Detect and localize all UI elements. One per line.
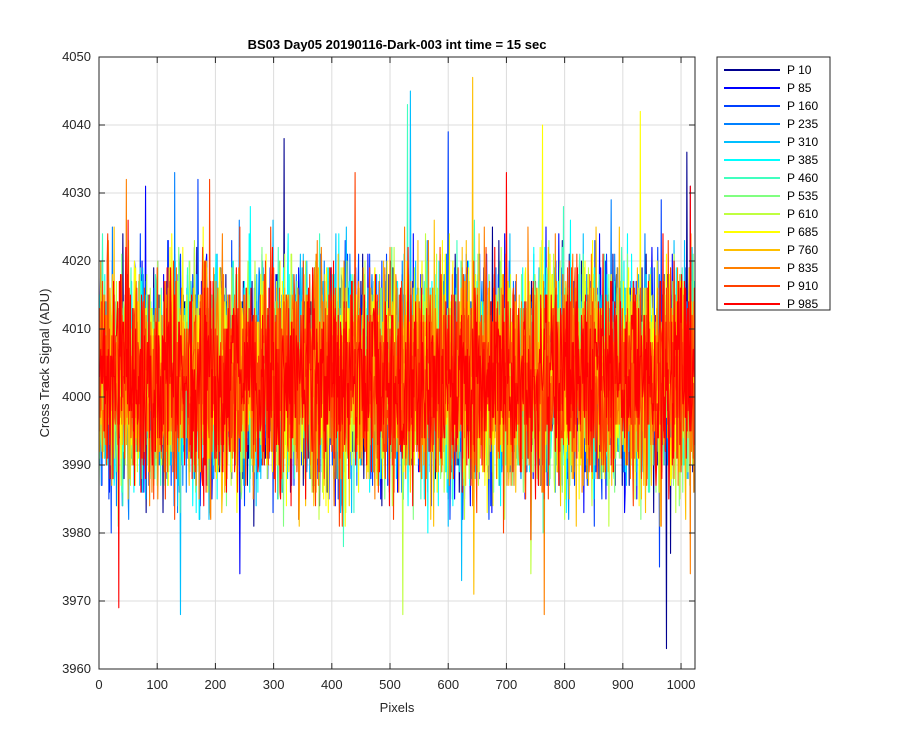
legend-label: P 160 xyxy=(787,99,818,113)
tick-labels: 0 100 200 300 400 500 600 700 800 900 1000 3960 3970… xyxy=(62,49,695,692)
legend-label: P 535 xyxy=(787,189,818,203)
legend-label: P 235 xyxy=(787,117,818,131)
legend-label: P 985 xyxy=(787,297,818,311)
x-axis-label: Pixels xyxy=(380,700,415,715)
chart-title: BS03 Day05 20190116-Dark-003 int time = … xyxy=(248,37,547,52)
axis-ticks xyxy=(98,56,695,670)
legend-label: P 310 xyxy=(787,135,818,149)
x-tick-label: 400 xyxy=(321,677,343,692)
x-tick-label: 100 xyxy=(146,677,168,692)
x-tick-label: 700 xyxy=(496,677,518,692)
series-line-p-985 xyxy=(99,172,695,609)
y-tick-label: 4030 xyxy=(62,185,91,200)
x-tick-label: 800 xyxy=(554,677,576,692)
y-tick-label: 3990 xyxy=(62,457,91,472)
legend-label: P 835 xyxy=(787,261,818,275)
plot-frame xyxy=(98,56,696,670)
series-line-p-910 xyxy=(99,172,695,541)
y-tick-label: 4040 xyxy=(62,117,91,132)
legend-label: P 760 xyxy=(787,243,818,257)
y-tick-label: 4000 xyxy=(62,389,91,404)
y-tick-label: 3980 xyxy=(62,525,91,540)
y-tick-label: 4020 xyxy=(62,253,91,268)
y-tick-label: 4050 xyxy=(62,49,91,64)
legend-label: P 610 xyxy=(787,207,818,221)
legend-label: P 685 xyxy=(787,225,818,239)
x-tick-label: 300 xyxy=(263,677,285,692)
legend-label: P 460 xyxy=(787,171,818,185)
series-layer xyxy=(99,76,695,650)
x-tick-label: 600 xyxy=(437,677,459,692)
x-tick-label: 0 xyxy=(95,677,102,692)
legend-label: P 910 xyxy=(787,279,818,293)
legend-label: P 85 xyxy=(787,81,812,95)
y-tick-label: 3960 xyxy=(62,661,91,676)
legend: P 10 P 85 P 160 P 235 P 310 P 385 P 460 P 535 P … xyxy=(716,56,831,311)
legend-label: P 10 xyxy=(787,63,812,77)
y-tick-label: 3970 xyxy=(62,593,91,608)
y-tick-label: 4010 xyxy=(62,321,91,336)
y-axis-label: Cross Track Signal (ADU) xyxy=(37,289,52,438)
x-tick-label: 500 xyxy=(379,677,401,692)
legend-label: P 385 xyxy=(787,153,818,167)
x-tick-label: 900 xyxy=(612,677,634,692)
x-tick-label: 200 xyxy=(205,677,227,692)
x-tick-label: 1000 xyxy=(667,677,696,692)
